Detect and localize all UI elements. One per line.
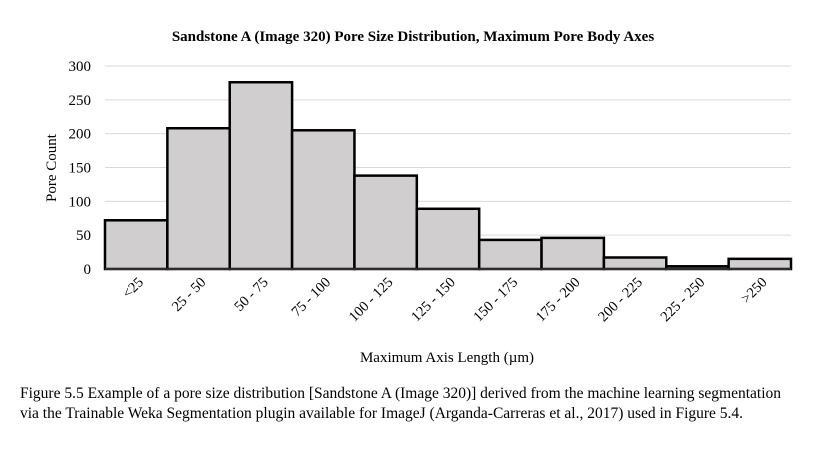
x-tick-label: <25 xyxy=(120,275,147,302)
y-tick-label: 0 xyxy=(84,262,92,278)
x-tick-label: 150 - 175 xyxy=(471,275,522,326)
chart-title: Sandstone A (Image 320) Pore Size Distri… xyxy=(172,29,655,45)
x-tick-label: 200 - 225 xyxy=(595,275,646,326)
x-axis-ticks: <25 25 - 50 50 - 75 75 - 100 100 - 125 125 - … xyxy=(120,275,771,326)
y-axis-label: Pore Count xyxy=(44,133,60,202)
bars xyxy=(103,80,793,271)
bar xyxy=(103,219,169,271)
y-tick-label: 200 xyxy=(69,127,92,143)
x-tick-label: 75 - 100 xyxy=(289,275,334,320)
y-tick-label: 150 xyxy=(69,161,92,177)
bar xyxy=(228,80,294,271)
chart-area: Sandstone A (Image 320) Pore Size Distri… xyxy=(44,29,793,366)
bar xyxy=(290,129,356,271)
x-tick-label: 175 - 200 xyxy=(533,275,584,326)
bar xyxy=(415,207,481,271)
bar xyxy=(166,127,231,271)
bar xyxy=(540,236,606,271)
y-tick-label: 250 xyxy=(69,93,92,109)
figure-caption: Figure 5.5 Example of a pore size distri… xyxy=(20,385,782,422)
y-axis-ticks: 0 50 100 150 200 250 300 xyxy=(69,59,92,278)
bar xyxy=(353,174,419,271)
bar xyxy=(477,238,543,271)
bar xyxy=(727,257,793,271)
x-axis-label: Maximum Axis Length (µm) xyxy=(360,350,534,366)
histogram-chart: Sandstone A (Image 320) Pore Size Distri… xyxy=(44,29,793,366)
x-tick-label: 225 - 250 xyxy=(658,275,709,326)
x-tick-label: 25 - 50 xyxy=(169,275,209,315)
bar xyxy=(602,256,668,271)
x-tick-label: 50 - 75 xyxy=(231,275,271,315)
y-tick-label: 300 xyxy=(69,59,92,75)
x-tick-label: 100 - 125 xyxy=(346,275,397,326)
x-tick-label: >250 xyxy=(738,275,770,307)
y-tick-label: 100 xyxy=(69,194,92,210)
y-tick-label: 50 xyxy=(76,228,91,244)
x-tick-label: 125 - 150 xyxy=(408,275,459,326)
